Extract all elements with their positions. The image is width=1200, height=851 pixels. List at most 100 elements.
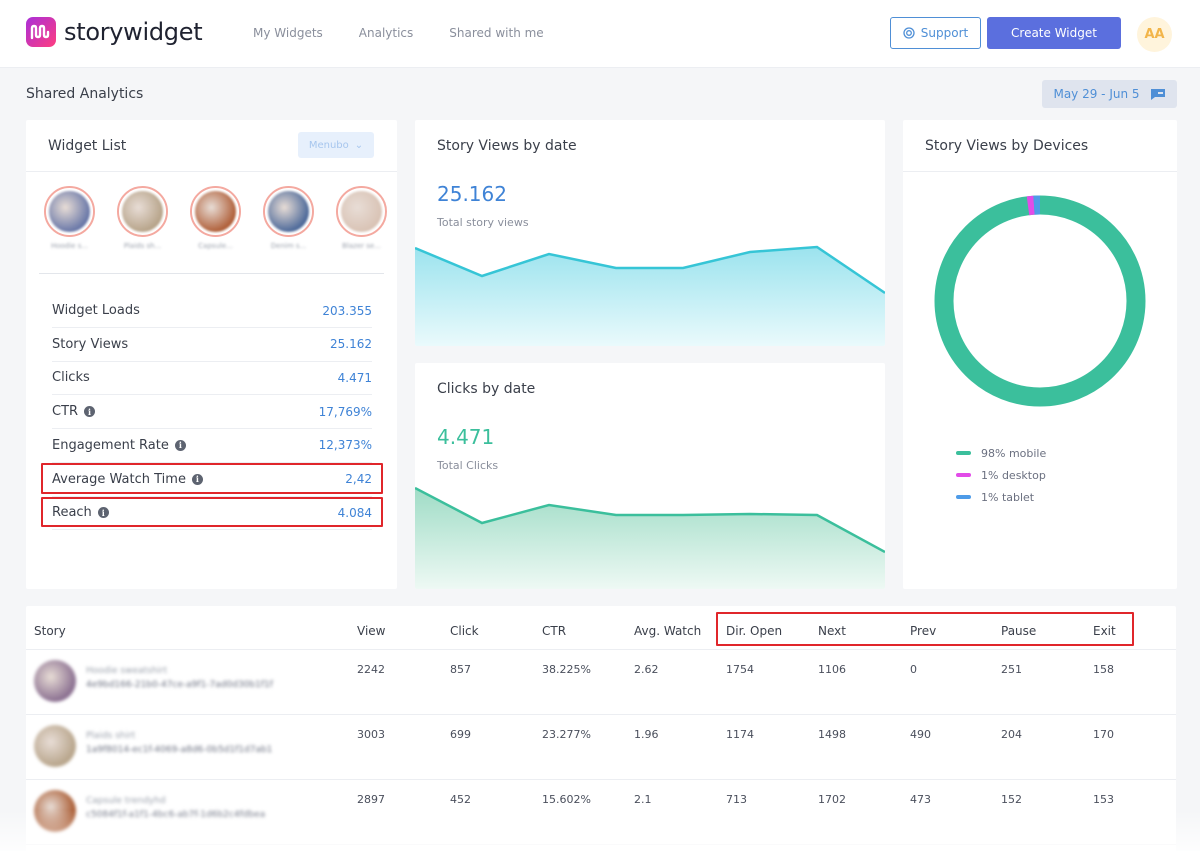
column-header[interactable]: Click: [450, 624, 479, 638]
metric-row: CTR i 17,769%: [52, 395, 372, 430]
date-range-picker[interactable]: May 29 - Jun 5: [1042, 80, 1177, 108]
metric-name: Clicks: [52, 370, 90, 386]
story-views-title: Story Views by date: [437, 138, 577, 154]
support-lifebuoy-icon: [903, 27, 915, 39]
metric-value: 2,42: [345, 472, 372, 486]
logo-mark-icon: [26, 17, 56, 47]
metric-label: Clicks: [52, 370, 90, 385]
metric-value: 17,769%: [318, 404, 372, 419]
story-avatar-image: [122, 191, 163, 232]
highlight-box: [716, 612, 1134, 646]
metric-label: Average Watch Time i: [52, 472, 203, 487]
total-story-views-label: Total story views: [437, 216, 529, 229]
metric-name: Widget Loads: [52, 303, 140, 318]
column-header[interactable]: Story: [34, 624, 66, 638]
story-thumbnail[interactable]: Denim s...: [262, 186, 315, 250]
chevron-down-icon: ⌄: [354, 139, 364, 151]
story-views-card: Story Views by date 25.162 Total story v…: [415, 120, 885, 346]
story-id: 4e9bd166-21b0-47ce-a9f1-7ad0d30b1f1f: [86, 680, 273, 690]
metric-value: 12,373%: [318, 438, 372, 453]
support-button[interactable]: Support: [890, 17, 981, 49]
story-views-area: [415, 247, 885, 346]
table-row[interactable]: Capsule trendyhd c5084f1f-a1f1-4bc6-ab7f-…: [26, 780, 1176, 845]
table-cell: 1702: [818, 793, 846, 806]
user-avatar[interactable]: AA: [1137, 17, 1172, 52]
widget-list-card: Widget List Menubo ⌄ Hoodie s... Plaids s…: [26, 120, 397, 589]
column-header[interactable]: Next: [818, 624, 846, 638]
column-header[interactable]: Avg. Watch: [634, 624, 702, 638]
info-icon[interactable]: i: [191, 473, 203, 485]
metric-label: Story Views: [52, 337, 128, 352]
table-cell: 152: [1001, 793, 1022, 806]
metric-label: CTR i: [52, 404, 96, 420]
table-row[interactable]: Hoodie sweatshirt 4e9bd166-21b0-47ce-a9f1…: [26, 650, 1176, 715]
donut-mobile-segment: [934, 195, 1146, 407]
date-range-label: May 29 - Jun 5: [1053, 87, 1140, 101]
table-cell: 2.1: [634, 793, 652, 806]
divider: [26, 171, 397, 172]
story-avatar-image: [268, 191, 309, 232]
nav-analytics[interactable]: Analytics: [358, 26, 414, 40]
table-cell: 3003: [357, 728, 385, 741]
column-header[interactable]: Exit: [1093, 624, 1116, 638]
clicks-title: Clicks by date: [437, 381, 536, 397]
column-header[interactable]: Dir. Open: [726, 624, 783, 638]
create-widget-button[interactable]: Create Widget: [987, 17, 1121, 49]
story-avatar-image: [195, 191, 236, 232]
divider: [903, 171, 1177, 172]
story-thumbnail[interactable]: Plaids sh...: [116, 186, 169, 250]
story-thumbnail-label: Denim s...: [270, 242, 307, 250]
story-thumbnail[interactable]: Capsule...: [189, 186, 242, 250]
devices-card: Story Views by Devices 98% mobile 1% desk…: [903, 120, 1177, 589]
info-icon[interactable]: i: [84, 406, 96, 418]
logo[interactable]: storywidget: [26, 17, 203, 47]
story-thumbnails: Hoodie s... Plaids sh... Capsule... Denim s…: [43, 186, 388, 250]
widget-menu-dropdown[interactable]: Menubo ⌄: [298, 132, 374, 158]
metric-label: Engagement Rate i: [52, 438, 186, 453]
metric-value: 4.084: [337, 505, 372, 520]
metric-row: Widget Loads 203.355: [52, 294, 372, 328]
support-label: Support: [920, 26, 969, 40]
column-header[interactable]: View: [357, 624, 386, 638]
table-cell: 2.62: [634, 663, 659, 676]
info-icon[interactable]: i: [97, 507, 109, 519]
metric-label: Widget Loads: [52, 303, 140, 318]
widget-list-title: Widget List: [48, 138, 127, 154]
story-id: 1a9f8014-ec1f-4069-a8d6-0b5d1f1d7ab1: [86, 745, 273, 755]
story-avatar: [263, 186, 314, 237]
calendar-icon: [1150, 88, 1165, 100]
table-cell: 699: [450, 728, 471, 741]
table-cell: 1174: [726, 728, 754, 741]
table-cell: 2897: [357, 793, 385, 806]
nav-my-widgets[interactable]: My Widgets: [253, 26, 323, 40]
story-name: Capsule trendyhd: [86, 796, 166, 806]
info-icon[interactable]: i: [174, 439, 186, 451]
metric-label: Reach i: [52, 505, 109, 520]
legend-label: 98% mobile: [981, 446, 1047, 460]
table-cell: 713: [726, 793, 747, 806]
highlight-box: [41, 497, 383, 527]
story-thumbnail[interactable]: Hoodie s...: [43, 186, 96, 250]
story-thumbnail[interactable]: Blazer se...: [335, 186, 388, 250]
table-cell: 251: [1001, 663, 1022, 676]
main-nav: My Widgets Analytics Shared with me: [253, 26, 544, 40]
column-header[interactable]: Pause: [1001, 624, 1037, 638]
story-views-area-chart: [415, 245, 885, 346]
table-cell: 473: [910, 793, 931, 806]
top-header: storywidget My Widgets Analytics Shared …: [0, 0, 1200, 68]
story-avatar: [34, 790, 76, 832]
metric-name: Reach: [52, 505, 92, 521]
clicks-card: Clicks by date 4.471 Total Clicks: [415, 363, 885, 589]
total-clicks: 4.471: [437, 425, 495, 449]
table-cell: 170: [1093, 728, 1114, 741]
metric-name: CTR: [52, 404, 79, 420]
clicks-area-chart: [415, 486, 885, 589]
table-row[interactable]: Plaids shirt 1a9f8014-ec1f-4069-a8d6-0b5d…: [26, 715, 1176, 780]
column-header[interactable]: CTR: [542, 624, 567, 638]
table-cell: 158: [1093, 663, 1114, 676]
story-avatar-image: [49, 191, 90, 232]
nav-shared-with-me[interactable]: Shared with me: [449, 26, 544, 40]
column-header[interactable]: Prev: [910, 624, 937, 638]
highlight-box: [41, 463, 383, 494]
table-cell: 1498: [818, 728, 846, 741]
